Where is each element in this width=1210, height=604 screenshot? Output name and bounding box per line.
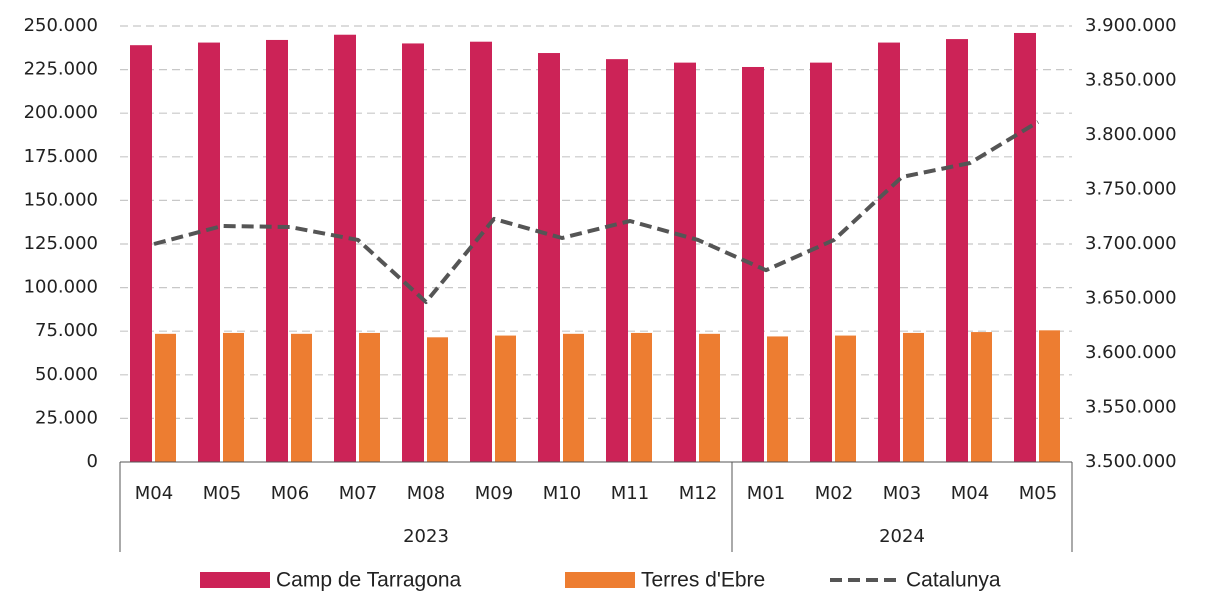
y2-tick-label: 3.700.000 [1085,233,1177,254]
bar [674,62,696,463]
bar [291,333,312,462]
y-tick-label: 250.000 [24,15,98,36]
x-tick-label: M03 [883,483,921,504]
bar [538,53,560,462]
bar [563,333,584,462]
x-tick-label: M04 [951,483,989,504]
x-tick-label: M09 [475,483,513,504]
bar [606,59,628,463]
bar [903,332,924,462]
group-label: 2024 [879,526,925,547]
bar [334,34,356,462]
y-tick-label: 125.000 [24,233,98,254]
bar [223,332,244,462]
x-tick-label: M04 [135,483,173,504]
legend-swatch [565,572,635,588]
bar [1014,32,1036,462]
bar [1039,330,1060,462]
y-tick-label: 100.000 [24,277,98,298]
y-tick-label: 150.000 [24,189,98,210]
bar [810,62,832,463]
y2-tick-label: 3.750.000 [1085,179,1177,200]
bar [470,41,492,463]
y-tick-label: 175.000 [24,146,98,167]
x-tick-label: M05 [1019,483,1057,504]
y2-tick-label: 3.550.000 [1085,397,1177,418]
bar [699,333,720,462]
bar [427,337,448,462]
y2-tick-label: 3.900.000 [1085,15,1177,36]
bar [835,335,856,462]
x-tick-label: M06 [271,483,309,504]
x-tick-label: M08 [407,483,445,504]
bar [742,66,764,462]
bar [631,332,652,462]
x-tick-label: M07 [339,483,377,504]
bar [971,332,992,462]
y2-tick-label: 3.800.000 [1085,124,1177,145]
group-label: 2023 [403,526,449,547]
x-tick-label: M11 [611,483,649,504]
legend-label: Catalunya [906,569,1001,592]
bar [946,39,968,463]
bar [767,336,788,462]
x-tick-label: M02 [815,483,853,504]
line [153,120,1040,304]
bar [155,333,176,462]
y2-tick-label: 3.500.000 [1085,451,1177,472]
bar [402,43,424,462]
x-tick-label: M10 [543,483,581,504]
y-tick-label: 225.000 [24,59,98,80]
bar [878,42,900,463]
x-tick-label: M12 [679,483,717,504]
legend-label: Camp de Tarragona [276,569,462,592]
y2-tick-label: 3.600.000 [1085,342,1177,363]
y-tick-label: 0 [87,451,98,472]
y-tick-label: 75.000 [35,320,98,341]
y-tick-label: 50.000 [35,364,98,385]
legend-label: Terres d'Ebre [641,569,765,592]
legend-swatch [200,572,270,588]
y2-tick-label: 3.650.000 [1085,288,1177,309]
y-tick-label: 25.000 [35,407,98,428]
bar [266,39,288,463]
bar [130,45,152,463]
bar [359,332,380,462]
bar [495,335,516,462]
y2-tick-label: 3.850.000 [1085,70,1177,91]
x-tick-label: M05 [203,483,241,504]
x-tick-label: M01 [747,483,785,504]
y-tick-label: 200.000 [24,102,98,123]
bar [198,42,220,463]
